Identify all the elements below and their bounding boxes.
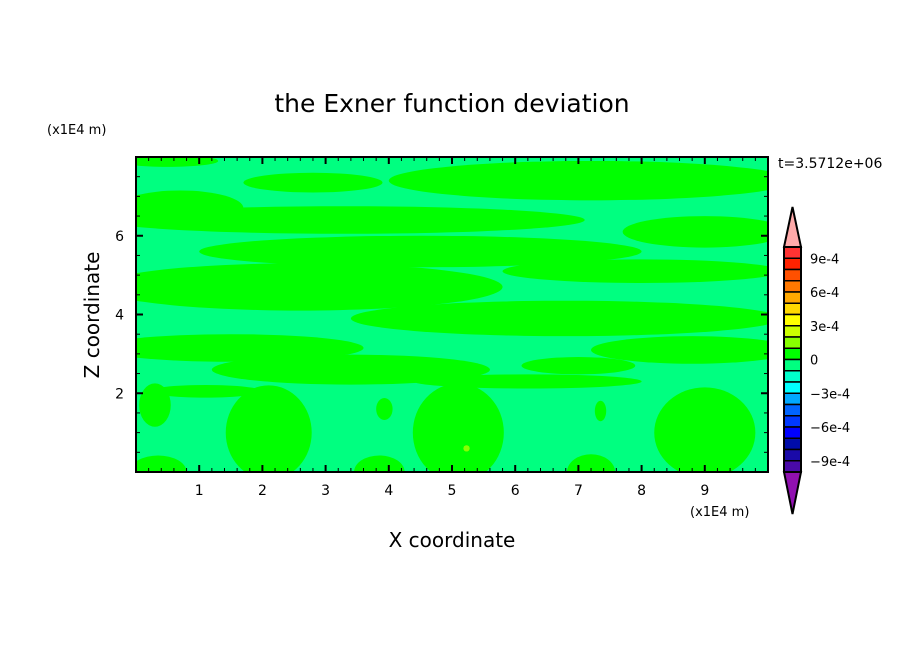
colorbar-swatch [783, 392, 802, 406]
contour-region [388, 160, 768, 201]
colorbar-swatch [783, 448, 802, 462]
colorbar-swatch [783, 291, 802, 304]
contour-region [199, 235, 642, 268]
colorbar-swatch [783, 415, 802, 428]
colorbar-swatch [783, 246, 802, 259]
colorbar-swatch [783, 347, 802, 361]
contour-region [521, 357, 636, 375]
colorbar-swatch [783, 358, 802, 372]
contour-region [414, 374, 642, 389]
contour-region [463, 445, 470, 452]
contour-region [139, 383, 171, 427]
colorbar-swatch [783, 302, 802, 316]
x-axis-label: X coordinate [389, 528, 516, 552]
colorbar-swatch [783, 280, 802, 293]
contour-region [136, 263, 503, 311]
colorbar-tick-label: −6e-4 [810, 421, 850, 436]
contour-region [136, 455, 187, 472]
colorbar-swatch [783, 426, 802, 439]
x-tick-label: 4 [384, 483, 393, 499]
contour-region [502, 259, 768, 283]
x-tick-label: 2 [258, 483, 267, 499]
colorbar-swatch [783, 381, 802, 394]
contour-region [136, 334, 364, 362]
colorbar-swatch [783, 370, 802, 383]
plot-axes: 1 2 3 4 5 6 7 8 9 2 4 6 [115, 156, 769, 499]
time-label: t=3.5712e+06 [778, 156, 882, 172]
x-tick-label: 7 [574, 483, 583, 499]
colorbar-swatch [783, 268, 802, 282]
contour-region [225, 385, 312, 472]
contour-region [354, 455, 405, 472]
contour-region [412, 383, 504, 472]
contour-region [136, 206, 585, 234]
colorbar-under-triangle [782, 471, 803, 515]
y-axis-label: Z coordinate [80, 252, 104, 379]
x-tick-label: 3 [321, 483, 330, 499]
y-unit-label: (x1E4 m) [47, 123, 106, 138]
x-unit-label: (x1E4 m) [690, 505, 749, 520]
colorbar-tick-label: 6e-4 [810, 286, 839, 301]
colorbar-tick-label: −9e-4 [810, 455, 850, 470]
contour-region [591, 336, 768, 364]
x-tick-label: 8 [637, 483, 646, 499]
contour-field [136, 157, 768, 472]
x-tick-label: 6 [511, 483, 520, 499]
colorbar-frame [783, 246, 802, 473]
contour-region [376, 397, 393, 421]
colorbar-swatch [783, 336, 802, 349]
colorbar-swatch [783, 257, 802, 271]
y-tick-label: 2 [115, 386, 124, 402]
colorbar-tick-label: 3e-4 [810, 320, 839, 335]
colorbar-tick-label: −3e-4 [810, 387, 850, 402]
contour-region [654, 387, 756, 472]
colorbar-tick-label: 9e-4 [810, 252, 839, 267]
colorbar-swatch [783, 437, 802, 451]
colorbar-swatch [783, 325, 802, 338]
contour-region [622, 216, 768, 248]
chart-title: the Exner function deviation [274, 89, 629, 118]
x-tick-label: 1 [195, 483, 204, 499]
contour-region [148, 384, 263, 398]
contour-region [136, 157, 219, 167]
contour-region [211, 354, 490, 385]
y-tick-label: 4 [115, 308, 124, 324]
x-tick-label: 5 [448, 483, 457, 499]
colorbar-over-triangle [782, 206, 803, 248]
x-tick-label: 9 [700, 483, 709, 499]
colorbar-swatch [783, 313, 802, 327]
contour-region [243, 172, 383, 193]
colorbar: 9e-4 6e-4 3e-4 0 −3e-4 −6e-4 −9e-4 [782, 206, 850, 515]
colorbar-swatch [783, 403, 802, 417]
contour-region [350, 300, 768, 337]
contour-region [594, 400, 607, 422]
colorbar-swatch [783, 460, 802, 473]
y-tick-label: 6 [115, 229, 124, 245]
colorbar-tick-label: 0 [810, 354, 818, 369]
